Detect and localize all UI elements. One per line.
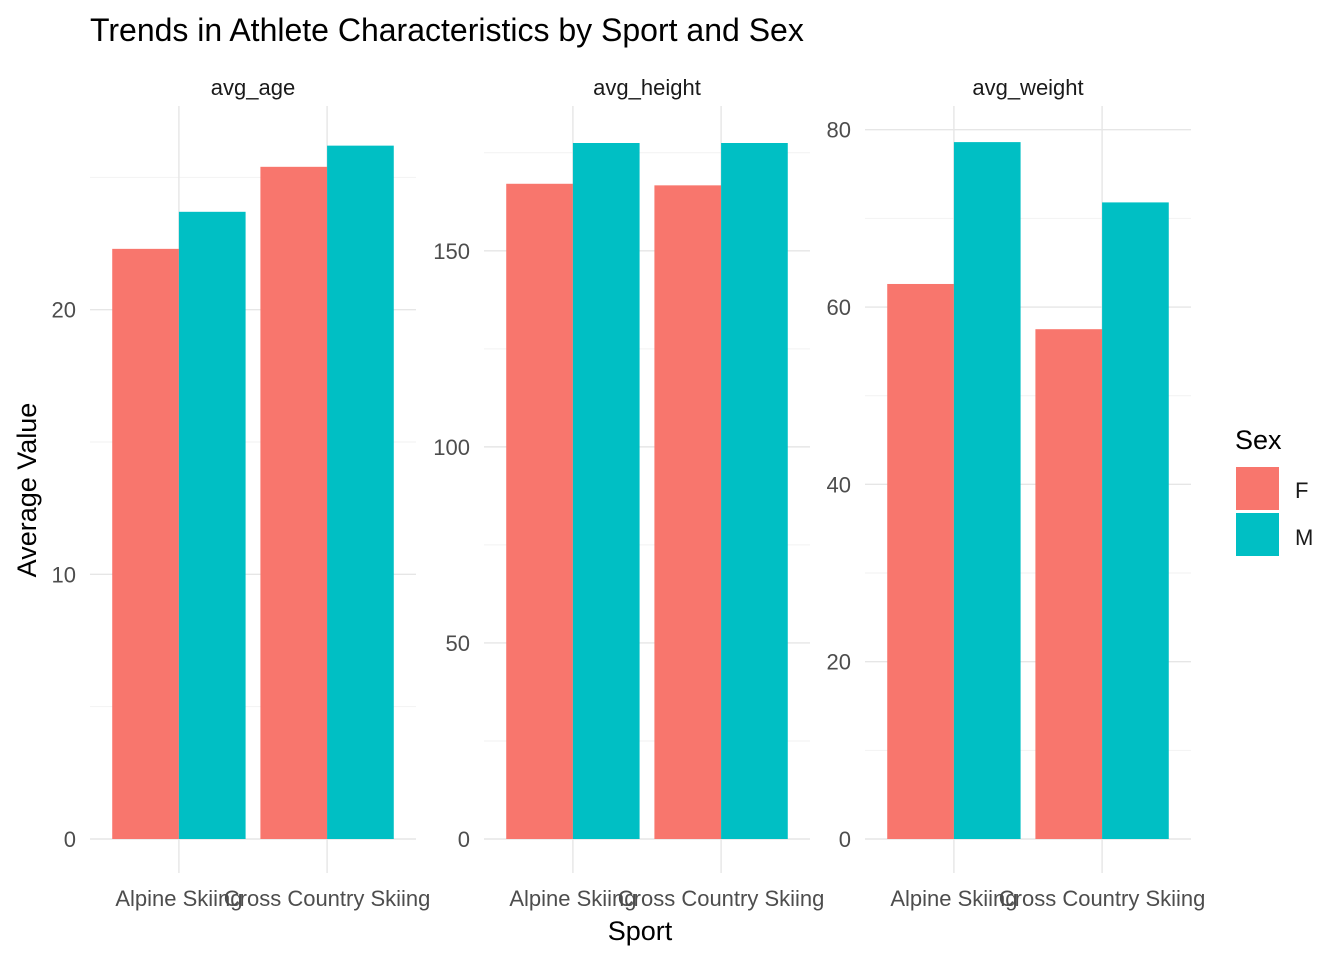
x-tick-label: Alpine Skiing bbox=[890, 886, 1017, 911]
legend-key-f bbox=[1236, 467, 1279, 510]
bar-avg_age-M-1 bbox=[327, 145, 394, 840]
y-tick-label: 0 bbox=[839, 827, 851, 852]
legend-label-m: M bbox=[1295, 525, 1313, 550]
legend-key-m bbox=[1236, 513, 1279, 556]
facet-strip-label: avg_age bbox=[211, 75, 295, 100]
y-tick-label: 20 bbox=[52, 298, 76, 323]
y-tick-label: 80 bbox=[827, 118, 851, 143]
x-tick-label: Cross Country Skiing bbox=[618, 886, 825, 911]
bar-avg_height-M-1 bbox=[721, 143, 788, 839]
bar-avg_weight-F-0 bbox=[887, 283, 954, 839]
y-tick-label: 40 bbox=[827, 472, 851, 497]
y-tick-label: 60 bbox=[827, 295, 851, 320]
y-tick-label: 20 bbox=[827, 650, 851, 675]
y-tick-label: 0 bbox=[458, 827, 470, 852]
bar-avg_weight-F-1 bbox=[1035, 329, 1103, 839]
y-tick-label: 150 bbox=[433, 239, 470, 264]
y-axis-label: Average Value bbox=[12, 403, 42, 578]
x-tick-label: Alpine Skiing bbox=[509, 886, 636, 911]
y-tick-label: 50 bbox=[446, 631, 470, 656]
y-tick-label: 0 bbox=[64, 827, 76, 852]
legend-label-f: F bbox=[1295, 478, 1308, 503]
bar-avg_weight-M-1 bbox=[1102, 202, 1169, 840]
bar-avg_height-F-1 bbox=[654, 185, 722, 840]
bar-avg_weight-M-0 bbox=[953, 142, 1021, 839]
bar-avg_age-F-0 bbox=[112, 248, 179, 839]
chart-title: Trends in Athlete Characteristics by Spo… bbox=[90, 12, 804, 48]
bar-avg_age-F-1 bbox=[260, 166, 328, 839]
x-axis-label: Sport bbox=[608, 916, 673, 946]
bar-avg_height-F-0 bbox=[506, 183, 573, 839]
facet-strip-label: avg_height bbox=[593, 75, 701, 100]
x-tick-label: Cross Country Skiing bbox=[224, 886, 431, 911]
legend-title: Sex bbox=[1235, 425, 1282, 455]
y-tick-label: 10 bbox=[52, 562, 76, 587]
bar-avg_height-M-0 bbox=[572, 143, 640, 839]
legend: Sex F M bbox=[1235, 425, 1313, 556]
x-tick-label: Alpine Skiing bbox=[115, 886, 242, 911]
y-tick-label: 100 bbox=[433, 435, 470, 460]
facet-strip-label: avg_weight bbox=[972, 75, 1083, 100]
bar-avg_age-M-0 bbox=[178, 211, 246, 839]
x-tick-label: Cross Country Skiing bbox=[999, 886, 1206, 911]
